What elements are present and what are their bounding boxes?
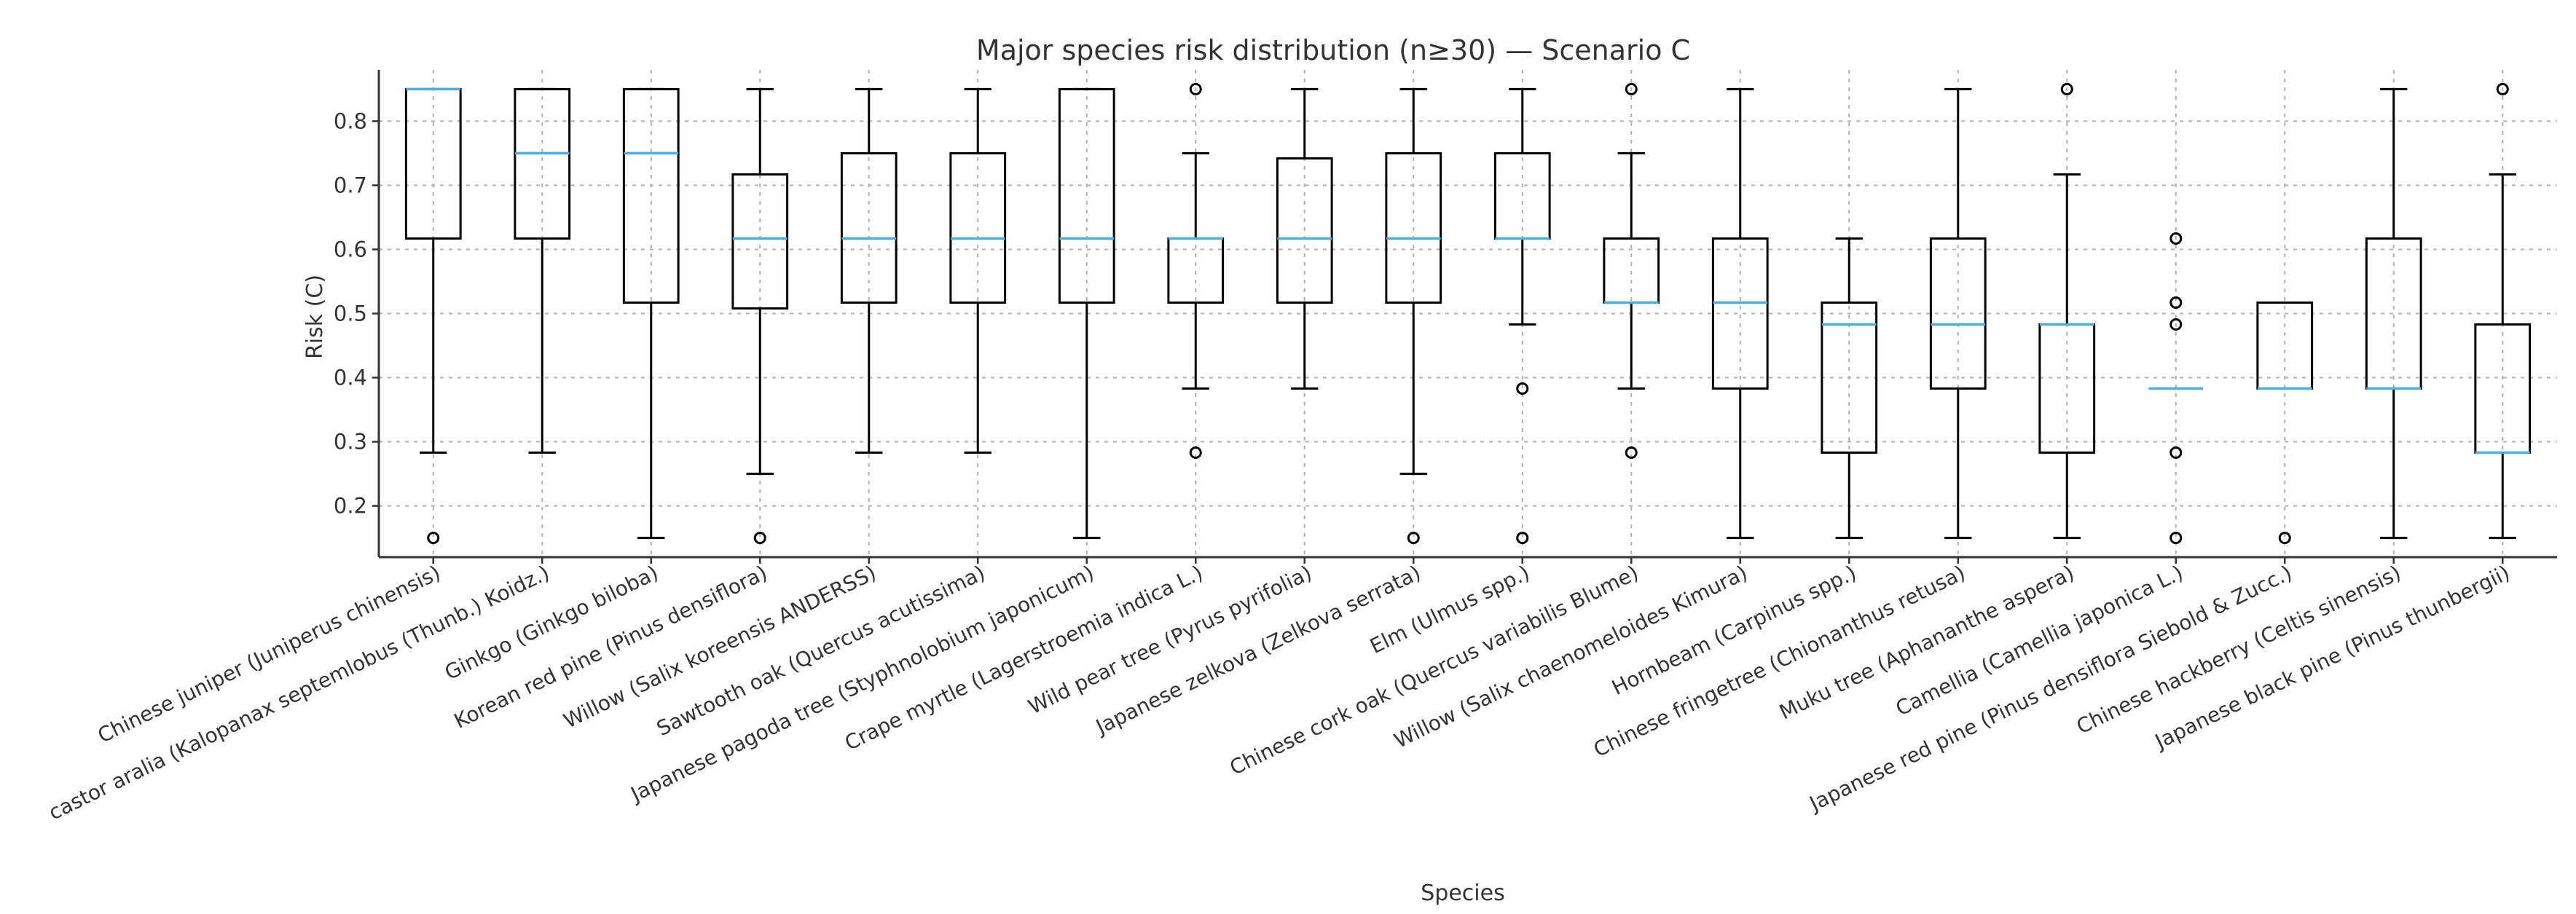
outlier-point (2496, 82, 2509, 95)
box-group (2038, 82, 2096, 540)
outlier-point (1516, 382, 1529, 395)
outlier-point (2169, 446, 2183, 460)
box-group (1167, 82, 1225, 460)
iqr-box (1711, 237, 1769, 390)
box-group (1821, 237, 1878, 540)
box-group (514, 87, 571, 454)
box-group (2148, 232, 2204, 545)
iqr-box (1821, 302, 1878, 454)
outlier-point (2169, 296, 2183, 310)
box-group (1711, 87, 1769, 540)
box-group (949, 87, 1007, 454)
box-group (2365, 87, 2422, 540)
outlier-point (2169, 318, 2183, 331)
y-tick-label: 0.8 (334, 109, 367, 133)
y-tick-label: 0.7 (334, 173, 367, 197)
outlier-point (753, 532, 766, 545)
iqr-box (949, 151, 1007, 304)
iqr-box (1058, 87, 1115, 304)
box-group (731, 87, 789, 545)
outlier-point (427, 532, 440, 545)
box-group (1058, 87, 1115, 540)
y-tick-label: 0.3 (334, 430, 367, 454)
box-group (2474, 82, 2532, 540)
box-group (1385, 87, 1442, 545)
iqr-box (622, 87, 680, 304)
iqr-box (731, 173, 789, 310)
iqr-box (1929, 237, 1987, 390)
outlier-point (1189, 82, 1202, 95)
box-group (1929, 87, 1987, 540)
iqr-box (1385, 151, 1442, 304)
iqr-box (1276, 157, 1333, 304)
box-group (404, 87, 462, 545)
outlier-point (2169, 532, 2183, 545)
iqr-box (840, 151, 898, 304)
y-tick-label: 0.2 (334, 494, 367, 519)
y-axis-label: Risk (C) (302, 275, 328, 359)
boxes (404, 82, 2532, 545)
box-group (840, 87, 898, 454)
outlier-point (1625, 446, 1638, 460)
x-axis-label: Species (1421, 880, 1504, 906)
outlier-point (1516, 532, 1529, 545)
box-group (1603, 82, 1660, 460)
y-tick-label: 0.5 (334, 302, 367, 326)
chart-title: Major species risk distribution (n≥30) —… (976, 34, 1690, 66)
box-group (1493, 87, 1551, 545)
y-tick-label: 0.6 (334, 237, 367, 261)
box-group (2256, 302, 2314, 545)
box-group (1276, 87, 1333, 390)
outlier-point (1625, 82, 1638, 95)
y-tick-label: 0.4 (334, 366, 367, 390)
outlier-point (1189, 446, 1202, 460)
outlier-point (2278, 532, 2291, 545)
box-group (622, 87, 680, 540)
outlier-point (2060, 82, 2073, 95)
outlier-point (1407, 532, 1420, 545)
outlier-point (2169, 232, 2183, 245)
iqr-box (514, 87, 571, 240)
